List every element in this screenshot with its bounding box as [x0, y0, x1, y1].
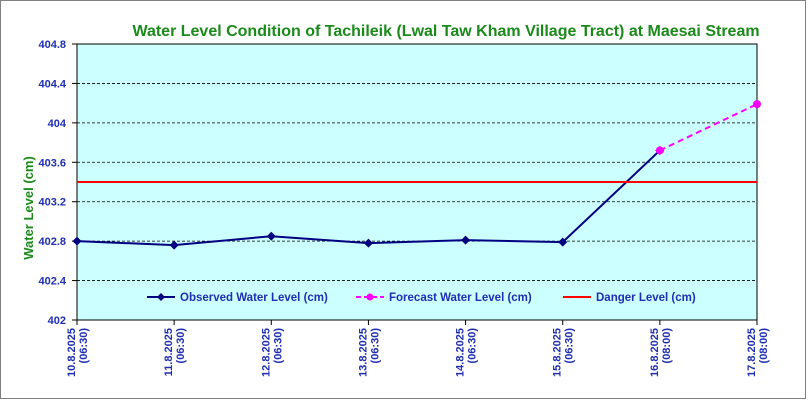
- y-tick-label: 404: [48, 118, 67, 130]
- y-tick-label: 402: [48, 315, 66, 327]
- x-tick-label: 16.8.2025 (08:00): [649, 328, 673, 377]
- y-tick-label: 402.4: [38, 276, 66, 288]
- y-axis-ticks: 402 402.4 402.8 403.2 403.6 404 404.4 404.8: [38, 39, 77, 327]
- legend-danger: Danger Level (cm): [563, 292, 696, 304]
- observed-point: [363, 238, 373, 248]
- x-tick-date: 16.8.2025: [649, 328, 661, 377]
- x-axis-ticks: 10.8.2025 (06:30) 11.8.2025 (06:30) 12.8.202…: [66, 320, 770, 377]
- legend: Observed Water Level (cm) Forecast Water …: [147, 292, 696, 304]
- legend-marker: [366, 293, 374, 301]
- x-tick-label: 12.8.2025 (06:30): [260, 328, 284, 377]
- x-tick-time: (06:30): [272, 328, 284, 364]
- x-tick-time: (06:30): [78, 328, 90, 364]
- y-tick-label: 403.6: [38, 157, 66, 169]
- x-tick-date: 17.8.2025: [746, 328, 758, 377]
- x-tick-time: (06:30): [175, 328, 187, 364]
- x-tick-label: 10.8.2025 (06:30): [66, 328, 90, 377]
- observed-point: [558, 237, 568, 247]
- x-tick-label: 15.8.2025 (06:30): [552, 328, 576, 377]
- chart-title: Water Level Condition of Tachileik (Lwal…: [132, 23, 759, 40]
- x-tick-label: 11.8.2025 (06:30): [163, 328, 187, 377]
- x-tick-date: 13.8.2025: [357, 328, 369, 377]
- observed-point: [461, 235, 471, 245]
- y-tick-label: 404.8: [38, 39, 66, 51]
- x-tick-label: 14.8.2025 (06:30): [455, 328, 479, 377]
- observed-point: [72, 236, 82, 246]
- x-tick-date: 14.8.2025: [455, 328, 467, 377]
- legend-label: Danger Level (cm): [596, 292, 696, 304]
- observed-point: [169, 240, 179, 250]
- x-tick-date: 10.8.2025: [66, 328, 78, 377]
- legend-marker: [157, 293, 165, 301]
- forecast-point: [753, 100, 761, 109]
- x-tick-date: 12.8.2025: [260, 328, 272, 377]
- legend-label: Forecast Water Level (cm): [389, 292, 532, 304]
- legend-forecast: Forecast Water Level (cm): [356, 292, 532, 304]
- y-tick-label: 404.4: [38, 78, 66, 90]
- legend-observed: Observed Water Level (cm): [147, 292, 328, 304]
- forecast-series-line: [659, 103, 758, 152]
- y-tick-label: 402.8: [38, 236, 66, 248]
- legend-label: Observed Water Level (cm): [180, 292, 328, 304]
- x-tick-date: 11.8.2025: [163, 328, 175, 376]
- forecast-point: [655, 146, 664, 155]
- observed-point: [266, 231, 276, 241]
- x-tick-label: 17.8.2025 (08:00): [746, 328, 770, 377]
- x-tick-time: (08:00): [661, 328, 673, 364]
- gridlines: [77, 83, 757, 281]
- x-tick-time: (06:30): [467, 328, 479, 364]
- series-layer: [72, 100, 761, 250]
- x-tick-label: 13.8.2025 (06:30): [357, 328, 381, 377]
- x-tick-time: (06:30): [369, 328, 381, 364]
- x-tick-date: 15.8.2025: [552, 328, 564, 377]
- y-tick-label: 403.2: [38, 197, 66, 209]
- y-axis-label: Water Level (cm): [21, 156, 36, 260]
- x-tick-time: (06:30): [564, 328, 576, 364]
- x-tick-time: (08:00): [758, 328, 770, 364]
